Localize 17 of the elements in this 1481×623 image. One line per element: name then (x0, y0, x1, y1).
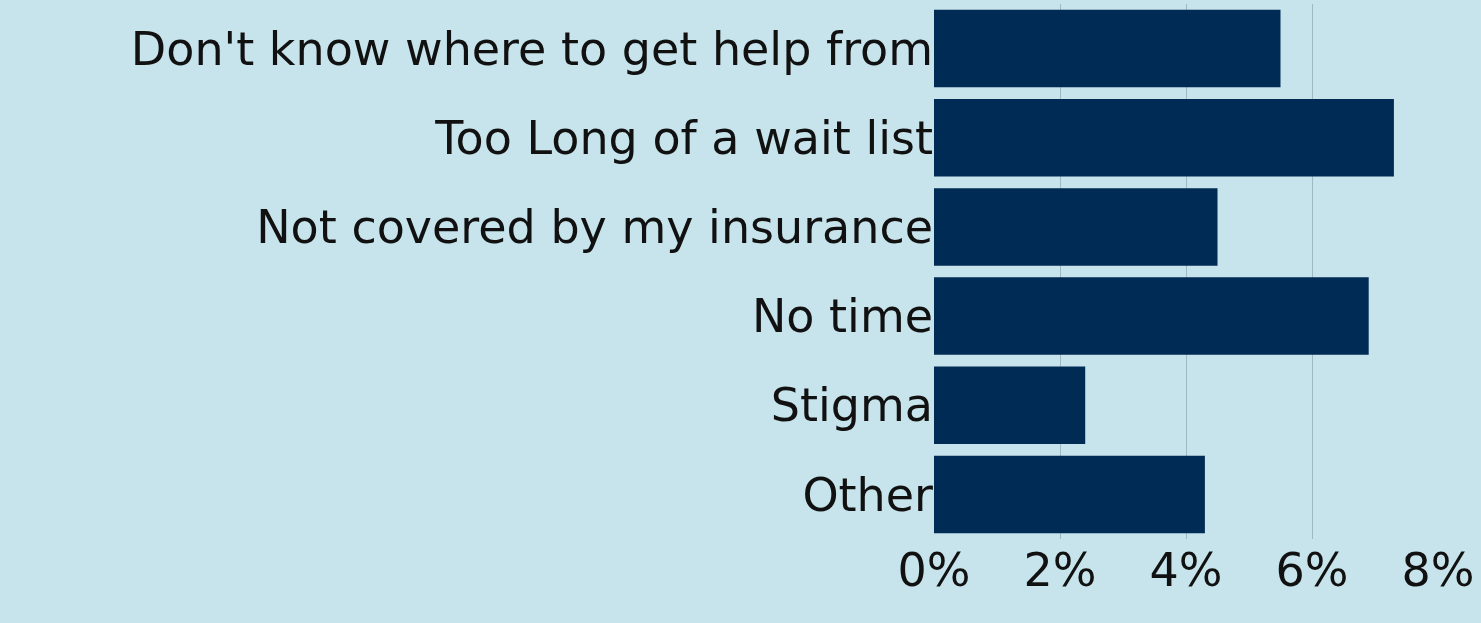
bar (934, 188, 1218, 266)
y-tick-label: Stigma (770, 378, 933, 433)
bar (934, 366, 1086, 445)
bar (934, 98, 1394, 177)
x-tick-label: 2% (1023, 543, 1097, 597)
x-tick-label: 4% (1149, 543, 1223, 597)
x-tick-label: 0% (897, 543, 971, 597)
y-tick-label: Other (802, 467, 934, 522)
bar (934, 9, 1281, 88)
y-tick-label: Not covered by my insurance (256, 200, 933, 255)
y-tick-label: Too Long of a wait list (434, 110, 933, 165)
bar (934, 455, 1205, 534)
x-tick-label: 6% (1275, 543, 1349, 597)
x-tick-label: 8% (1401, 543, 1475, 597)
bar (934, 277, 1369, 355)
y-tick-label: Don't know where to get help from (130, 21, 933, 76)
y-tick-label: No time (751, 289, 933, 344)
